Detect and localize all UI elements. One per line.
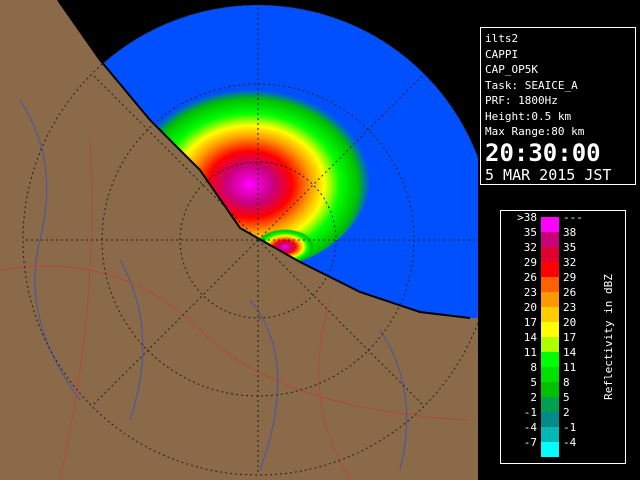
legend-low: 14 — [524, 331, 538, 344]
legend-low: -7 — [524, 436, 537, 449]
legend-low: -1 — [524, 406, 537, 419]
radar-map — [0, 0, 478, 480]
legend-swatch — [541, 337, 559, 352]
legend-swatch — [541, 382, 559, 397]
legend-low: 8 — [530, 361, 537, 374]
legend: Reflectivity in dBZ >38 --- 35 38 32 35 29 32 26… — [500, 210, 626, 464]
info-line: CAPPI — [485, 47, 519, 61]
legend-high: 2 — [563, 406, 570, 419]
legend-swatch — [541, 292, 559, 307]
legend-graphic: Reflectivity in dBZ >38 --- 35 38 32 35 29 32 26… — [517, 211, 615, 457]
time: 20:30:00 — [485, 138, 601, 167]
legend-high: -1 — [563, 421, 576, 434]
legend-low: -4 — [524, 421, 538, 434]
legend-high: 26 — [563, 286, 576, 299]
range-rings — [22, 4, 478, 476]
date: 5 MAR 2015 JST — [485, 165, 612, 184]
legend-swatch — [541, 277, 559, 292]
legend-low: 20 — [524, 301, 537, 314]
legend-low: 29 — [524, 256, 537, 269]
legend-title: Reflectivity in dBZ — [602, 274, 615, 400]
legend-low: 17 — [524, 316, 537, 329]
info-line: PRF: 1800Hz — [485, 94, 558, 107]
legend-swatch — [541, 232, 559, 247]
legend-low: 32 — [524, 241, 537, 254]
legend-high: 32 — [563, 256, 576, 269]
legend-high: 35 — [563, 241, 576, 254]
legend-swatch — [541, 352, 559, 367]
legend-swatch — [541, 442, 559, 457]
legend-low: 5 — [530, 376, 537, 389]
legend-swatch — [541, 217, 559, 232]
legend-swatch — [541, 412, 559, 427]
legend-high: 38 — [563, 226, 576, 239]
legend-high: 11 — [563, 361, 576, 374]
legend-swatch — [541, 427, 559, 442]
legend-high: 23 — [563, 301, 576, 314]
legend-low: >38 — [517, 211, 537, 224]
legend-high: 14 — [563, 346, 577, 359]
legend-high: 8 — [563, 376, 570, 389]
legend-high: 17 — [563, 331, 576, 344]
legend-swatch — [541, 307, 559, 322]
legend-swatch — [541, 262, 559, 277]
info-panel: ilts2 CAPPI CAP_OP5K Task: SEAICE_A PRF:… — [480, 27, 636, 185]
legend-low: 11 — [524, 346, 537, 359]
info-line: Task: SEAICE_A — [485, 78, 578, 92]
coastline — [57, 0, 471, 319]
legend-high: 20 — [563, 316, 576, 329]
legend-low: 35 — [524, 226, 537, 239]
legend-high: -4 — [563, 436, 577, 449]
info-line: CAP_OP5K — [485, 63, 538, 76]
legend-high: 29 — [563, 271, 576, 284]
legend-low: 26 — [524, 271, 537, 284]
legend-swatch — [541, 367, 559, 382]
info-line: Max Range:80 km — [485, 125, 585, 138]
info-line: Height:0.5 km — [485, 109, 572, 123]
legend-high: 5 — [563, 391, 570, 404]
legend-swatch — [541, 247, 559, 262]
legend-swatch — [541, 322, 559, 337]
legend-high: --- — [563, 211, 583, 224]
info-line: ilts2 — [485, 32, 519, 45]
legend-swatch — [541, 397, 559, 412]
land — [0, 0, 478, 480]
legend-low: 23 — [524, 286, 537, 299]
legend-low: 2 — [530, 391, 537, 404]
